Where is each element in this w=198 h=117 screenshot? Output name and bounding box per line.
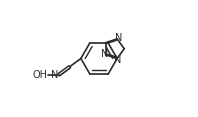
Text: N: N — [51, 70, 59, 80]
Text: N: N — [115, 33, 122, 43]
Text: N: N — [114, 55, 121, 65]
Text: OH: OH — [33, 70, 48, 80]
Text: N: N — [101, 49, 108, 59]
